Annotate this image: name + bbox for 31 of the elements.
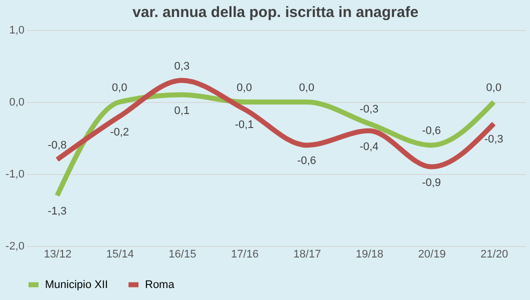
x-tick-label: 17/16 [231,248,259,260]
data-label: 0,0 [236,82,252,94]
data-label: -0,9 [422,176,441,189]
legend-label: Roma [145,278,176,291]
data-label: -0,8 [48,140,67,152]
data-label: 0,0 [112,82,128,94]
data-label: -0,2 [110,126,130,138]
data-label: -0,3 [360,104,379,116]
y-tick-label: -1,0 [6,168,24,180]
data-label: 0,0 [299,82,314,94]
y-tick-label: 0,0 [9,96,24,108]
x-tick-label: 15/14 [106,248,134,260]
data-label: -1,3 [48,206,67,218]
data-label: -0,3 [484,134,504,146]
x-tick-label: 13/12 [44,248,72,260]
data-label: -0,6 [422,125,441,138]
data-label: -0,6 [297,155,316,168]
data-label: 0,1 [174,104,190,117]
x-tick-label: 19/18 [356,248,384,260]
data-label: 0,0 [486,82,502,94]
data-label: -0,1 [234,119,254,132]
x-tick-label: 21/20 [480,248,508,260]
y-tick-label: 1,0 [9,24,24,36]
x-tick-label: 16/15 [168,248,196,260]
x-tick-label: 20/19 [418,248,446,260]
legend-label: Municipio XII [45,278,108,291]
chart-title: var. annua della pop. iscritta in anagrafe [132,4,418,21]
data-label: -0,4 [360,140,379,153]
x-tick-label: 18/17 [293,248,321,260]
y-tick-label: -2,0 [6,240,24,252]
data-label: 0,3 [174,60,190,72]
